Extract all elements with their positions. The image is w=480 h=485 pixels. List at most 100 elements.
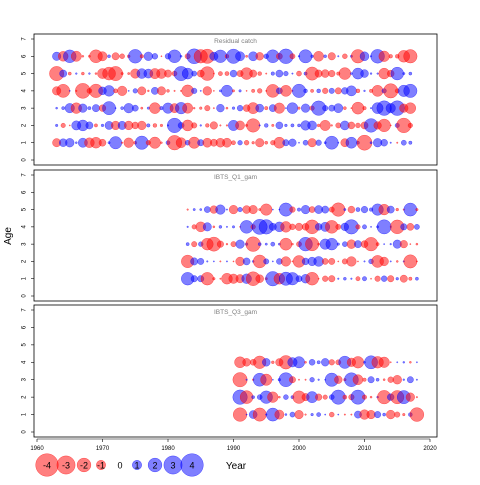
legend-bubble — [56, 455, 76, 475]
y-tick-label: 4 — [22, 360, 28, 364]
bubble-point — [55, 106, 58, 110]
bubble-point — [288, 376, 296, 384]
bubble-point — [202, 222, 212, 232]
bubble-point — [230, 241, 237, 248]
bubble-point — [243, 140, 250, 146]
bubble-point — [199, 89, 202, 92]
bubble-point — [263, 258, 270, 265]
bubble-point — [191, 122, 198, 129]
bubble-point — [310, 88, 314, 93]
bubble-point — [288, 138, 297, 147]
bubble-point — [307, 120, 317, 131]
bubble-point — [347, 121, 356, 130]
bubble-point — [109, 136, 123, 150]
bubble-point — [402, 413, 406, 417]
bubble-point — [102, 101, 116, 116]
bubble-point — [97, 51, 108, 62]
y-tick-label: 3 — [22, 106, 28, 110]
bubble-point — [255, 138, 265, 148]
bubble-point — [378, 50, 390, 62]
bubble-point — [225, 225, 228, 228]
bubble-point — [395, 207, 399, 212]
bubble-point — [293, 356, 305, 369]
bubble-point — [290, 123, 295, 128]
bubble-point — [222, 137, 232, 148]
bubble-point — [409, 243, 412, 246]
bubble-point — [325, 237, 338, 251]
legend-label: 1 — [134, 461, 139, 471]
bubble-point — [75, 72, 78, 75]
bubbles — [232, 355, 425, 422]
bubble-point — [342, 53, 348, 60]
bubble-point — [355, 224, 361, 230]
bubble-point — [316, 412, 322, 417]
bubble-point — [283, 70, 289, 77]
bubble-point — [415, 260, 418, 263]
bubble-point — [345, 136, 358, 149]
bubble-point — [321, 358, 330, 367]
bubble-point — [191, 70, 198, 77]
bubble-point — [237, 140, 243, 146]
bubble-point — [156, 86, 166, 96]
bubble-point — [200, 66, 215, 81]
bubble-point — [408, 71, 413, 76]
x-tick-label: 2000 — [292, 446, 306, 452]
bubble-point — [324, 135, 339, 150]
bubble-point — [291, 242, 294, 246]
bubble-point — [309, 377, 315, 383]
bubble-point — [310, 413, 314, 417]
bubble-point — [139, 54, 144, 59]
bubble-point — [137, 86, 147, 96]
bubble-point — [342, 241, 348, 247]
bubble-point — [351, 101, 365, 115]
bubble-point — [212, 225, 216, 229]
bubble-point — [147, 89, 150, 93]
bubble-point — [328, 359, 335, 366]
bubble-point — [164, 69, 172, 78]
bubble-point — [380, 275, 388, 282]
y-tick-label: 7 — [22, 308, 28, 312]
bubble-point — [337, 413, 340, 416]
bubble-point — [399, 240, 408, 249]
bubble-point — [68, 89, 71, 92]
bubble-point — [273, 102, 285, 114]
y-tick-label: 3 — [22, 377, 28, 381]
bubble-point — [239, 390, 254, 404]
bubble-point — [310, 54, 314, 58]
bubble-point — [369, 72, 373, 75]
bubble-point — [298, 49, 313, 64]
bubble-point — [242, 358, 251, 367]
y-tick-label: 7 — [22, 37, 28, 41]
bubble-point — [376, 219, 392, 235]
bubble-point — [337, 277, 340, 280]
bubble-point — [271, 378, 274, 381]
bubble-point — [308, 359, 316, 366]
bubble-point — [225, 124, 229, 127]
bubble-point — [245, 413, 248, 416]
bubble-point — [322, 87, 329, 94]
bubble-point — [317, 277, 320, 280]
bubble-point — [190, 257, 199, 266]
bubble-point — [304, 378, 307, 381]
y-tick-label: 0 — [22, 430, 28, 434]
x-tick-label: 1960 — [30, 446, 44, 452]
panel-title: Residual catch — [214, 38, 257, 45]
bubble-point — [363, 89, 366, 93]
bubble-point — [225, 242, 229, 246]
bubble-point — [258, 124, 261, 127]
bubble-point — [232, 372, 248, 388]
bubble-point — [369, 395, 373, 399]
bubble-point — [284, 413, 288, 416]
bubble-point — [337, 141, 340, 144]
bubble-point — [166, 89, 170, 93]
bubble-point — [94, 72, 98, 75]
bubble-point — [108, 66, 123, 81]
bubble-point — [231, 140, 236, 146]
bubble-point — [203, 206, 211, 213]
bubble-point — [415, 208, 419, 212]
bubble-point — [406, 223, 415, 231]
y-tick-label: 1 — [22, 140, 28, 144]
bubble-point — [338, 67, 352, 80]
bubble-point — [264, 123, 269, 128]
